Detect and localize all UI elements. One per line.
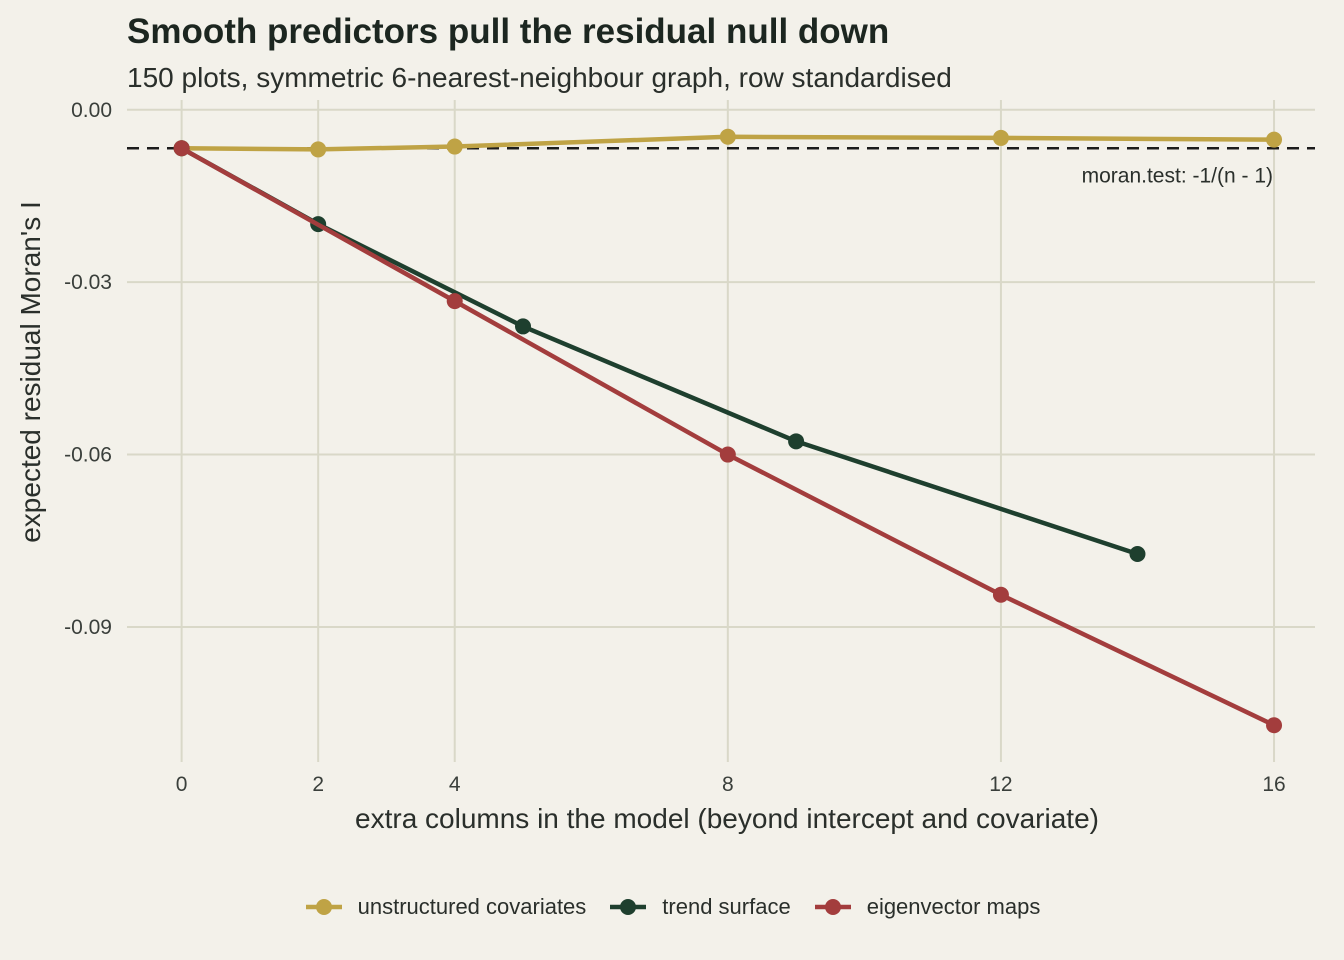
reference-line-label: moran.test: -1/(n - 1) xyxy=(1082,164,1273,187)
data-point-eigenvector-maps xyxy=(992,586,1009,603)
tick-labels: 0.00 -0.03 -0.06 -0.09 0 2 4 8 12 16 xyxy=(64,99,1286,796)
legend-item-eigenvector-maps: eigenvector maps xyxy=(813,890,1041,924)
legend: unstructured covariates trend surface eige… xyxy=(0,890,1344,924)
series-line-trend-surface xyxy=(179,146,1140,557)
series-trend-surface xyxy=(173,140,1146,562)
series-group xyxy=(173,128,1283,734)
x-tick-label: 0 xyxy=(176,773,188,796)
legend-item-unstructured-covariates: unstructured covariates xyxy=(304,890,587,924)
y-tick-label: -0.03 xyxy=(64,271,112,294)
data-point-eigenvector-maps xyxy=(1266,717,1283,734)
chart-subtitle: 150 plots, symmetric 6-nearest-neighbour… xyxy=(127,62,952,93)
y-axis-title: expected residual Moran's I xyxy=(15,201,46,543)
series-line-unstructured-covariates xyxy=(179,134,1277,152)
grid-lines xyxy=(127,100,1315,762)
x-axis-title: extra columns in the model (beyond inter… xyxy=(355,803,1099,834)
chart-title: Smooth predictors pull the residual null… xyxy=(127,12,890,51)
x-tick-label: 2 xyxy=(312,773,324,796)
data-point-unstructured-covariates xyxy=(719,128,736,145)
data-point-trend-surface xyxy=(1129,545,1146,562)
data-point-eigenvector-maps xyxy=(173,140,190,157)
x-tick-label: 12 xyxy=(989,773,1012,796)
x-tick-label: 16 xyxy=(1262,773,1285,796)
data-point-eigenvector-maps xyxy=(719,446,736,463)
legend-key-eigenvector-maps xyxy=(814,899,851,915)
series-eigenvector-maps xyxy=(173,140,1283,734)
y-tick-label: -0.09 xyxy=(64,616,112,639)
legend-label: eigenvector maps xyxy=(866,894,1041,919)
legend-item-trend-surface: trend surface xyxy=(608,890,791,924)
x-tick-label: 8 xyxy=(722,773,734,796)
data-point-eigenvector-maps xyxy=(446,293,463,310)
data-point-trend-surface xyxy=(515,318,531,335)
data-point-unstructured-covariates xyxy=(1266,131,1283,148)
y-tick-label: -0.06 xyxy=(64,444,112,467)
data-point-trend-surface xyxy=(788,433,805,450)
data-point-unstructured-covariates xyxy=(310,141,327,158)
y-tick-label: 0.00 xyxy=(71,99,112,122)
data-point-unstructured-covariates xyxy=(992,129,1009,146)
data-point-unstructured-covariates xyxy=(446,138,463,155)
legend-key-unstructured-covariates xyxy=(305,899,342,915)
legend-label: trend surface xyxy=(662,894,791,919)
legend-key-trend-surface xyxy=(610,899,647,915)
legend-label: unstructured covariates xyxy=(357,894,587,919)
x-tick-label: 4 xyxy=(449,773,461,796)
